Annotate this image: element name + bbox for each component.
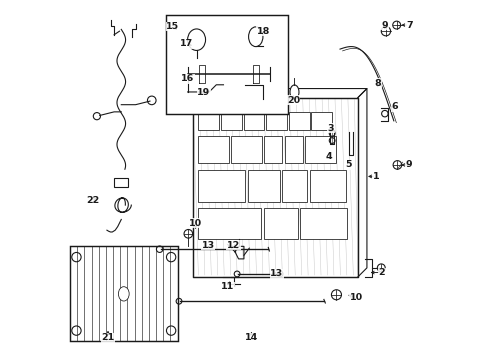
Bar (221, 112, 242, 130)
Text: 4: 4 (326, 152, 333, 161)
Text: 8: 8 (374, 79, 381, 88)
Text: 10: 10 (189, 219, 202, 228)
Bar (114, 178, 128, 187)
Bar (282, 170, 307, 202)
Bar (244, 112, 265, 130)
Bar (166, 15, 288, 114)
Bar (265, 136, 282, 163)
Text: 7: 7 (406, 21, 413, 30)
Bar (311, 112, 332, 130)
Text: 3: 3 (328, 123, 334, 132)
Text: 13: 13 (270, 269, 283, 278)
Text: 10: 10 (349, 293, 363, 302)
Bar (198, 112, 219, 130)
Text: 9: 9 (382, 21, 388, 30)
Bar (70, 246, 177, 341)
Text: 19: 19 (197, 87, 210, 96)
Text: 12: 12 (227, 241, 240, 250)
Bar (198, 208, 261, 239)
Text: 14: 14 (245, 333, 258, 342)
Text: 16: 16 (181, 75, 194, 84)
Ellipse shape (290, 85, 299, 99)
Text: 6: 6 (392, 102, 398, 111)
Text: 5: 5 (346, 161, 352, 170)
Bar (289, 112, 310, 130)
Bar (285, 136, 303, 163)
Bar (300, 208, 347, 239)
Text: 1: 1 (372, 172, 379, 181)
Text: 9: 9 (406, 161, 413, 170)
Bar (231, 136, 262, 163)
Ellipse shape (188, 29, 205, 50)
Text: 21: 21 (101, 333, 115, 342)
Text: 22: 22 (86, 196, 99, 205)
Bar (264, 208, 298, 239)
Bar (247, 170, 280, 202)
Text: 20: 20 (287, 96, 300, 105)
Bar (310, 170, 346, 202)
Text: 2: 2 (379, 268, 385, 277)
Ellipse shape (119, 287, 129, 301)
Text: 13: 13 (202, 241, 215, 250)
Text: 17: 17 (180, 39, 194, 48)
Bar (305, 136, 336, 163)
Bar (198, 136, 229, 163)
Ellipse shape (248, 27, 263, 46)
Text: 11: 11 (221, 282, 234, 291)
Bar (198, 170, 245, 202)
Text: 15: 15 (166, 22, 179, 31)
Text: 18: 18 (257, 27, 270, 36)
Bar (266, 112, 287, 130)
